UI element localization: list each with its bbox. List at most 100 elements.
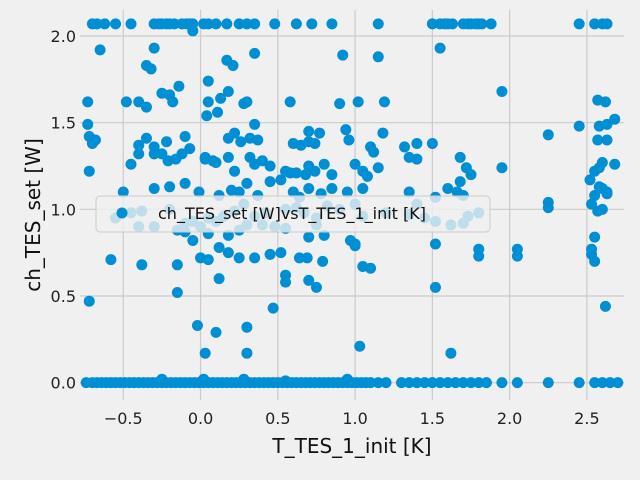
- data-point: [171, 259, 183, 271]
- data-point: [352, 96, 364, 108]
- legend-box: [95, 195, 491, 233]
- data-point: [592, 134, 604, 146]
- data-point: [191, 319, 203, 331]
- data-point: [105, 254, 117, 266]
- y-axis-label: ch_TES_set [W]: [21, 138, 45, 292]
- data-point: [290, 167, 302, 179]
- data-point: [372, 162, 384, 174]
- data-point: [589, 377, 601, 389]
- data-point: [198, 373, 210, 385]
- data-point: [349, 158, 361, 170]
- data-point: [249, 47, 261, 59]
- data-point: [403, 377, 415, 389]
- data-point: [542, 202, 554, 214]
- data-point: [473, 377, 485, 389]
- data-point: [91, 18, 103, 30]
- data-point: [233, 18, 245, 30]
- data-point: [429, 238, 441, 250]
- data-point: [612, 377, 624, 389]
- data-point: [133, 148, 145, 160]
- y-tick-label: 1.5: [51, 114, 76, 133]
- data-point: [140, 132, 152, 144]
- data-point: [233, 252, 245, 264]
- data-point: [542, 129, 554, 141]
- data-point: [411, 153, 423, 165]
- x-tick-label: 1.0: [342, 409, 367, 428]
- data-point: [596, 157, 608, 169]
- data-point: [238, 373, 250, 385]
- data-point: [372, 377, 384, 389]
- data-point: [473, 250, 485, 262]
- data-point: [241, 18, 253, 30]
- data-point: [496, 162, 508, 174]
- data-point: [249, 252, 261, 264]
- data-point: [184, 143, 196, 155]
- x-tick-label: 2.5: [574, 409, 599, 428]
- data-point: [210, 18, 222, 30]
- data-point: [442, 183, 454, 195]
- data-point: [187, 235, 199, 247]
- data-point: [171, 287, 183, 299]
- data-point: [593, 181, 605, 193]
- data-point: [403, 186, 415, 198]
- data-point: [377, 127, 389, 139]
- data-point: [429, 281, 441, 293]
- data-point: [241, 347, 253, 359]
- data-point: [167, 96, 179, 108]
- data-point: [125, 18, 137, 30]
- data-point: [589, 189, 601, 201]
- data-point: [411, 137, 423, 149]
- data-point: [411, 377, 423, 389]
- data-point: [99, 18, 111, 30]
- data-point: [465, 377, 477, 389]
- data-point: [511, 250, 523, 262]
- data-point: [148, 183, 160, 195]
- data-point: [293, 252, 305, 264]
- data-point: [241, 96, 253, 108]
- data-point: [210, 326, 222, 338]
- data-point: [280, 375, 292, 387]
- data-point: [426, 18, 438, 30]
- y-tick-label: 0.0: [51, 374, 76, 393]
- data-point: [264, 160, 276, 172]
- data-point: [380, 377, 392, 389]
- data-point: [193, 186, 205, 198]
- data-point: [120, 96, 132, 108]
- data-point: [86, 137, 98, 149]
- data-point: [256, 155, 268, 167]
- data-point: [372, 51, 384, 63]
- data-point: [496, 85, 508, 97]
- data-point: [301, 252, 313, 264]
- data-point: [222, 85, 234, 97]
- data-point: [249, 18, 261, 30]
- data-point: [318, 229, 330, 241]
- data-point: [609, 158, 621, 170]
- data-point: [202, 96, 214, 108]
- data-point: [300, 169, 312, 181]
- data-point: [82, 96, 94, 108]
- data-point: [221, 18, 233, 30]
- data-point: [465, 169, 477, 181]
- data-point: [480, 377, 492, 389]
- y-tick-labels: 0.0 0.5 1.0 1.5 2.0: [51, 27, 76, 393]
- data-point: [476, 18, 488, 30]
- data-point: [372, 18, 384, 30]
- data-point: [125, 158, 137, 170]
- data-point: [601, 186, 613, 198]
- data-point: [573, 120, 585, 132]
- data-point: [179, 177, 191, 189]
- data-point: [326, 169, 338, 181]
- data-point: [434, 42, 446, 54]
- data-point: [454, 176, 466, 188]
- data-point: [202, 18, 214, 30]
- data-point: [82, 118, 94, 130]
- data-point: [164, 181, 176, 193]
- data-point: [83, 295, 95, 307]
- data-point: [156, 373, 168, 385]
- data-point: [599, 96, 611, 108]
- data-point: [378, 96, 390, 108]
- data-point: [354, 340, 366, 352]
- data-point: [210, 157, 222, 169]
- data-point: [213, 273, 225, 285]
